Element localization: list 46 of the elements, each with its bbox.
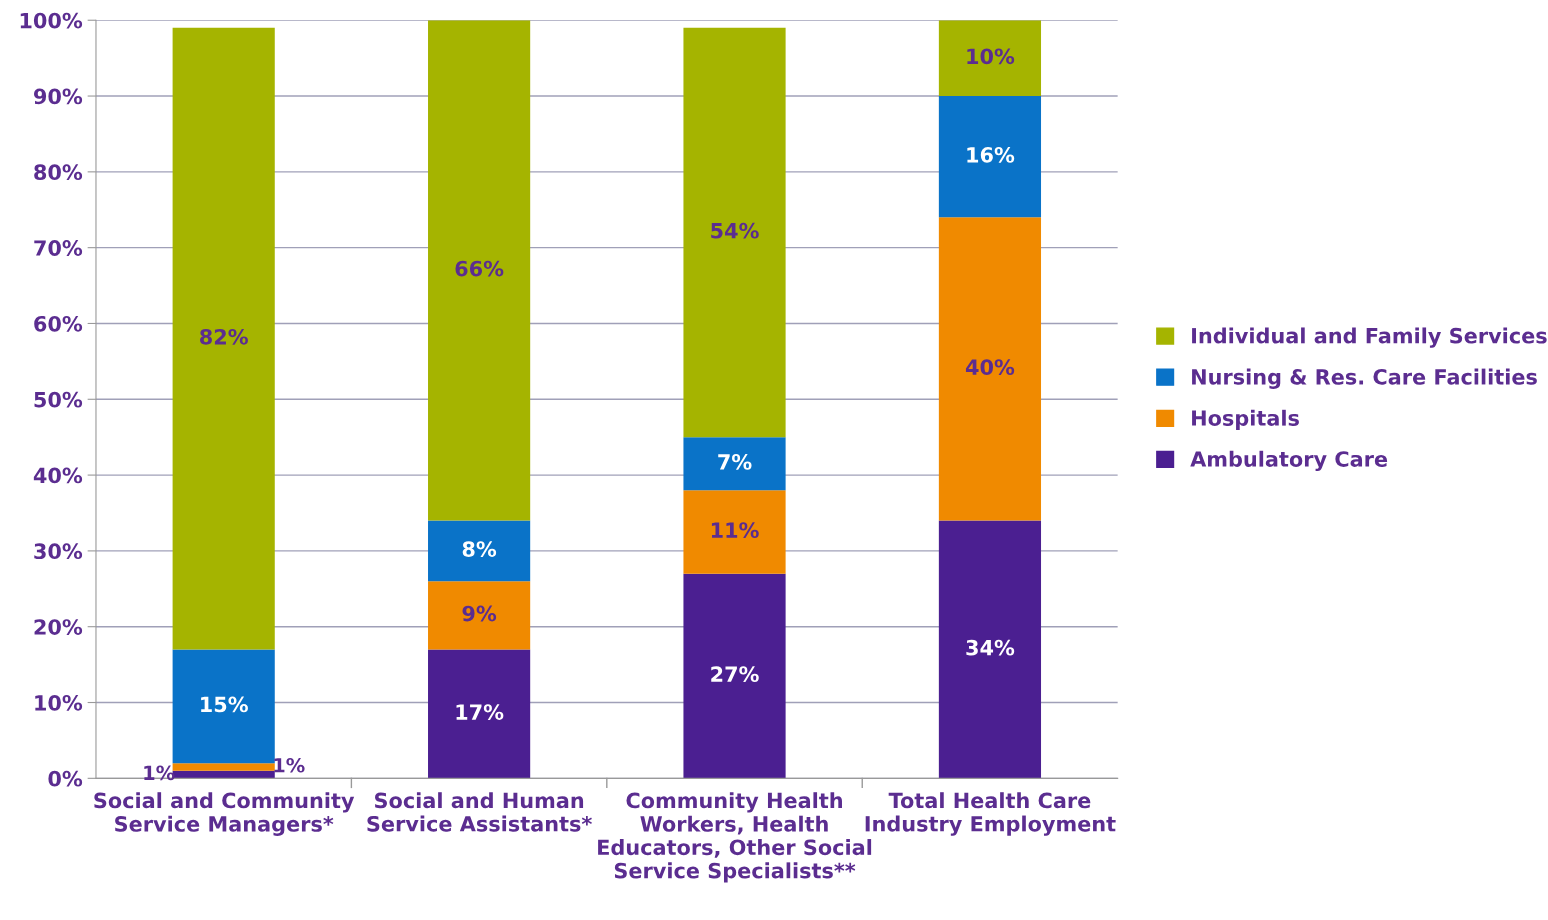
x-tick-label: Total Health Care Industry Employment: [865, 792, 1116, 836]
bar: [683, 437, 786, 491]
y-tick-label: 0%: [48, 770, 83, 787]
y-tick-label: 20%: [34, 619, 83, 635]
data-label: 40%: [965, 359, 1015, 375]
y-tick-label: 70%: [34, 240, 83, 256]
data-label: 8%: [462, 541, 497, 557]
y-tick-label: 10%: [35, 694, 83, 711]
legend-label: Ambulatory Care: [1190, 450, 1388, 472]
bar: [428, 520, 531, 582]
data-label: 27%: [711, 666, 759, 683]
data-label: 17%: [456, 704, 504, 720]
data-label: 34%: [966, 639, 1015, 656]
bar: [938, 20, 1042, 97]
bar: [172, 649, 275, 764]
y-tick-label: 100%: [20, 12, 83, 29]
data-label: 9%: [462, 605, 497, 622]
data-label: 16%: [967, 146, 1015, 163]
legend-label: Individual and Family Services: [1192, 327, 1547, 348]
y-tick-label: 50%: [34, 391, 83, 408]
x-tick-label: Social and Community Service Managers*: [94, 792, 355, 837]
y-tick-label: 30%: [34, 543, 83, 560]
bar: [172, 27, 275, 650]
y-tick-label: 40%: [33, 467, 83, 484]
bar: [938, 520, 1042, 779]
data-label: 11%: [711, 522, 759, 538]
bar: [683, 27, 786, 438]
data-label: 82%: [200, 328, 248, 345]
legend-label: Nursing & Res. Care Facilities: [1192, 368, 1537, 389]
bar: [938, 96, 1042, 218]
y-tick-label: 90%: [33, 88, 83, 105]
bar: [683, 573, 786, 779]
data-label: 66%: [455, 260, 504, 277]
bar: [428, 581, 531, 650]
legend-label: Hospitals: [1192, 409, 1299, 430]
data-label: 7%: [718, 454, 752, 470]
data-label: 10%: [967, 48, 1015, 65]
y-tick-label: 80%: [34, 164, 83, 181]
bar: [428, 20, 531, 521]
bar: [428, 649, 531, 779]
x-tick-label: Social and Human Service Assistants*: [367, 792, 592, 832]
data-label: 54%: [711, 222, 759, 239]
bar: [683, 490, 786, 574]
bar: [938, 217, 1042, 521]
y-tick-label: 60%: [34, 315, 83, 332]
data-label: 15%: [201, 696, 248, 713]
